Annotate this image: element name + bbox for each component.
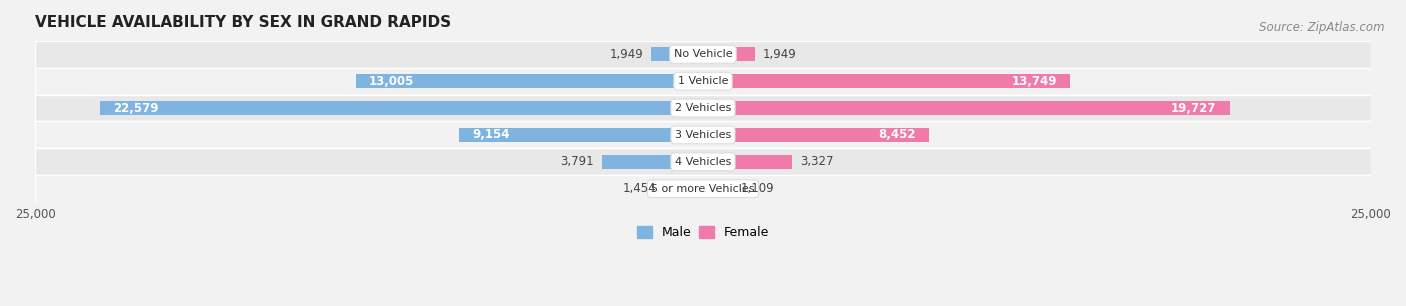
Legend: Male, Female: Male, Female xyxy=(631,221,775,244)
Bar xyxy=(35,175,1371,202)
Bar xyxy=(356,74,703,88)
Bar xyxy=(35,68,1371,95)
Bar xyxy=(100,101,703,115)
Text: VEHICLE AVAILABILITY BY SEX IN GRAND RAPIDS: VEHICLE AVAILABILITY BY SEX IN GRAND RAP… xyxy=(35,15,451,30)
Text: 22,579: 22,579 xyxy=(114,102,159,114)
Bar xyxy=(703,128,929,142)
Text: 8,452: 8,452 xyxy=(877,129,915,141)
Text: 3,327: 3,327 xyxy=(800,155,834,168)
Bar xyxy=(664,182,703,196)
Bar xyxy=(35,148,1371,175)
Bar xyxy=(35,121,1371,148)
Text: 1 Vehicle: 1 Vehicle xyxy=(678,76,728,86)
Text: Source: ZipAtlas.com: Source: ZipAtlas.com xyxy=(1260,21,1385,34)
Bar xyxy=(651,47,703,61)
Bar xyxy=(703,47,755,61)
Bar xyxy=(35,41,1371,68)
Text: 13,749: 13,749 xyxy=(1011,75,1057,88)
Text: 1,109: 1,109 xyxy=(741,182,775,195)
Bar xyxy=(458,128,703,142)
Text: 1,454: 1,454 xyxy=(623,182,657,195)
Bar xyxy=(35,95,1371,121)
Bar xyxy=(703,155,792,169)
Text: No Vehicle: No Vehicle xyxy=(673,49,733,59)
Bar xyxy=(602,155,703,169)
Text: 13,005: 13,005 xyxy=(368,75,415,88)
Bar xyxy=(703,74,1070,88)
Bar xyxy=(703,101,1230,115)
Text: 1,949: 1,949 xyxy=(763,48,797,61)
Text: 1,949: 1,949 xyxy=(609,48,643,61)
Text: 5 or more Vehicles: 5 or more Vehicles xyxy=(651,184,755,194)
Text: 9,154: 9,154 xyxy=(472,129,509,141)
Text: 19,727: 19,727 xyxy=(1171,102,1216,114)
Bar xyxy=(703,182,733,196)
Text: 4 Vehicles: 4 Vehicles xyxy=(675,157,731,167)
Text: 3,791: 3,791 xyxy=(560,155,593,168)
Text: 2 Vehicles: 2 Vehicles xyxy=(675,103,731,113)
Text: 3 Vehicles: 3 Vehicles xyxy=(675,130,731,140)
